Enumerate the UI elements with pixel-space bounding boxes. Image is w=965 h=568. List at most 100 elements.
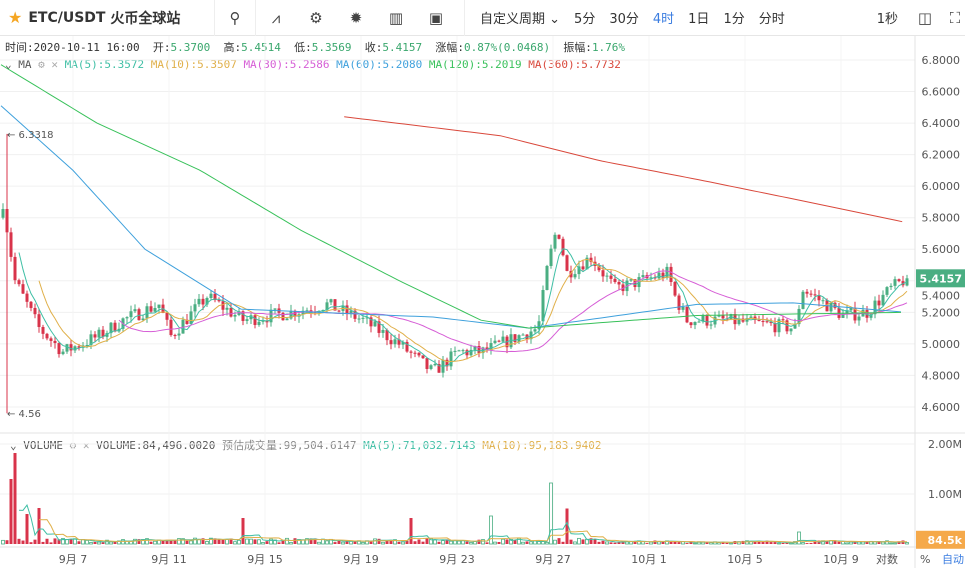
candle-body xyxy=(661,272,665,278)
candle-body xyxy=(757,320,761,322)
volume-bar xyxy=(417,539,421,544)
candle-body xyxy=(469,349,473,356)
volume-bar xyxy=(233,541,237,545)
candle-body xyxy=(21,284,25,294)
candle-body xyxy=(49,338,53,341)
ma-legend-item: MA(120):5.2019 xyxy=(428,58,529,71)
candle-body xyxy=(169,319,173,336)
volume-bar xyxy=(449,540,453,545)
candle-body xyxy=(565,255,569,271)
current-price-badge xyxy=(916,269,965,288)
candle-body xyxy=(109,322,113,334)
candle-body xyxy=(89,334,93,346)
period-5min[interactable]: 5分 xyxy=(574,12,596,27)
volume-bar xyxy=(725,542,729,544)
volume-legend: ⌄ VOLUME ⚙ ✕ VOLUME:84,496.0020 预估成交量:99… xyxy=(10,439,602,452)
custom-period-dropdown[interactable]: 自定义周期 ⌄ xyxy=(480,12,561,27)
volume-bar xyxy=(293,538,297,544)
volume-bar xyxy=(573,541,577,545)
candle-body xyxy=(217,300,221,302)
candle-body xyxy=(253,315,257,325)
volume-bar xyxy=(185,540,189,544)
symbol-name: ETC/USDT xyxy=(28,9,106,26)
volume-bar xyxy=(885,540,889,545)
ma-legend-item: MA(60):5.2080 xyxy=(336,58,429,71)
volume-bar xyxy=(229,538,233,544)
volume-bar xyxy=(549,482,553,545)
period-1d[interactable]: 1日 xyxy=(688,12,710,27)
candle-body xyxy=(465,350,469,356)
volume-bar xyxy=(377,538,381,544)
candle-body xyxy=(437,364,441,373)
candle-body xyxy=(233,314,237,317)
candle-body xyxy=(385,329,389,341)
volume-bar xyxy=(97,541,101,545)
volume-bar xyxy=(569,539,573,544)
candle-body xyxy=(129,311,133,318)
volume-bar xyxy=(765,540,769,544)
candle-body xyxy=(817,295,821,301)
kline-chart[interactable]: 6.8000 6.6000 6.4000 6.2000 6.0000 5.8000 5.60… xyxy=(0,36,965,568)
volume-bar xyxy=(261,542,265,545)
volume-bar xyxy=(457,540,461,545)
period-1min[interactable]: 1分 xyxy=(723,12,745,27)
volume-bar xyxy=(209,537,213,545)
period-4h[interactable]: 4时 xyxy=(652,12,675,27)
candle-body xyxy=(29,301,33,308)
candle-body xyxy=(777,319,781,333)
candle-body xyxy=(189,311,193,324)
volume-bar xyxy=(421,541,425,544)
fullscreen-icon[interactable]: ⛶ xyxy=(949,8,961,27)
percent-scale-toggle[interactable]: % xyxy=(920,553,930,566)
candle-body xyxy=(209,293,213,298)
candle-body xyxy=(477,345,481,354)
period-timeshare[interactable]: 分时 xyxy=(758,12,785,27)
candle-body xyxy=(585,257,589,270)
candle-body xyxy=(589,257,593,262)
settings-icon[interactable]: ⚙ xyxy=(309,8,323,27)
collapse-icon[interactable]: ⌄ xyxy=(5,58,12,71)
candle-body xyxy=(173,335,177,337)
volume-bar xyxy=(165,539,169,544)
candle-body xyxy=(113,322,117,332)
price-tick-label: 6.6000 xyxy=(922,86,961,99)
screenshot-icon[interactable]: ◫ xyxy=(917,8,933,27)
volume-bar xyxy=(889,542,893,545)
auto-scale-toggle[interactable]: 自动 xyxy=(942,553,964,566)
candle-body xyxy=(653,277,657,279)
theme-icon[interactable]: ✹ xyxy=(349,8,363,27)
candle-body xyxy=(557,234,561,239)
log-scale-toggle[interactable]: 对数 xyxy=(876,552,898,566)
ma-close-icon[interactable]: ✕ xyxy=(51,58,58,71)
candle-body xyxy=(613,278,617,282)
ma-settings-icon[interactable]: ⚙ xyxy=(38,58,45,71)
volume-bar xyxy=(677,542,681,544)
refresh-rate[interactable]: 1秒 xyxy=(876,12,898,27)
candle-body xyxy=(429,365,433,369)
candle-body xyxy=(17,280,21,285)
volume-bar xyxy=(849,541,853,545)
candle-body xyxy=(709,324,713,326)
layout-icon[interactable]: ▥ xyxy=(388,8,404,27)
candle-body xyxy=(377,321,381,333)
candle-body xyxy=(185,319,189,324)
volume-bar xyxy=(269,538,273,545)
date-tick-label: 10月 9 xyxy=(823,553,859,566)
symbol-selector[interactable]: ★ ETC/USDT 火币全球站 xyxy=(0,0,215,36)
volume-bar xyxy=(277,542,281,544)
volume-bar xyxy=(601,540,605,544)
volume-bar xyxy=(253,539,257,544)
volume-badge xyxy=(916,530,965,549)
volume-bar xyxy=(85,540,89,545)
candle-body xyxy=(433,364,437,366)
indicator-icon[interactable]: ⩘ xyxy=(271,8,281,27)
volume-close-icon[interactable]: ✕ xyxy=(82,439,90,452)
chart-type-icon[interactable]: ▣ xyxy=(428,8,444,27)
volume-bar xyxy=(305,538,309,545)
volume-bar xyxy=(313,538,317,544)
collapse-icon[interactable]: ⌄ xyxy=(10,439,17,452)
period-30min[interactable]: 30分 xyxy=(609,12,639,27)
favorite-star-icon[interactable]: ★ xyxy=(8,8,23,27)
search-icon[interactable]: ⚲ xyxy=(229,8,241,27)
volume-bar xyxy=(669,542,673,544)
